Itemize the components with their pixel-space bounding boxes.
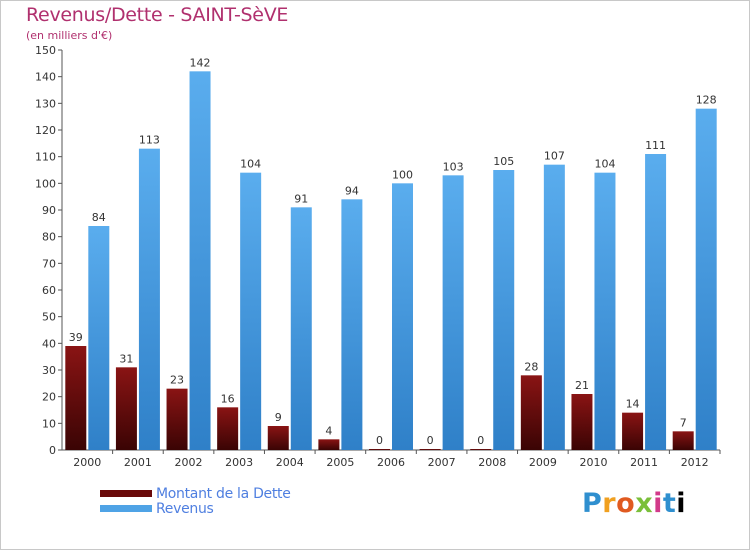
bar-dette <box>115 367 137 450</box>
data-label-revenus: 111 <box>645 139 666 152</box>
data-label-dette: 4 <box>325 424 332 437</box>
bar-revenus <box>645 154 667 450</box>
data-label-revenus: 128 <box>696 94 717 107</box>
bar-dette <box>470 449 492 450</box>
data-label-dette: 0 <box>427 434 434 447</box>
data-label-revenus: 105 <box>493 155 514 168</box>
y-tick-label: 80 <box>42 231 56 244</box>
y-tick-label: 120 <box>35 124 56 137</box>
y-tick-label: 50 <box>42 311 56 324</box>
bar-revenus <box>543 164 565 450</box>
data-label-revenus: 142 <box>190 56 211 69</box>
bar-revenus <box>695 108 717 451</box>
y-tick-label: 30 <box>42 364 56 377</box>
data-label-revenus: 113 <box>139 134 160 147</box>
x-tick-label: 2004 <box>276 456 304 469</box>
bar-dette <box>166 388 188 450</box>
data-label-revenus: 104 <box>594 158 615 171</box>
y-tick-label: 100 <box>35 177 56 190</box>
x-tick-label: 2006 <box>377 456 405 469</box>
x-tick-label: 2008 <box>478 456 506 469</box>
y-tick-label: 0 <box>49 444 56 457</box>
bar-revenus <box>189 71 211 450</box>
data-label-dette: 16 <box>221 392 235 405</box>
data-label-revenus: 107 <box>544 150 565 163</box>
bar-dette <box>267 426 289 450</box>
bar-dette <box>622 412 644 450</box>
chart-subtitle: (en milliers d'€) <box>26 29 113 42</box>
bar-dette <box>217 407 239 450</box>
x-tick-label: 2001 <box>124 456 152 469</box>
x-tick-label: 2002 <box>175 456 203 469</box>
chart-title: Revenus/Dette - SAINT-SèVE <box>26 4 289 26</box>
legend-label-revenus: Revenus <box>156 500 214 517</box>
x-tick-label: 2009 <box>529 456 557 469</box>
y-tick-label: 10 <box>42 417 56 430</box>
legend-item-revenus: Revenus <box>100 500 291 517</box>
data-label-dette: 14 <box>626 398 640 411</box>
y-tick-label: 20 <box>42 391 56 404</box>
y-tick-label: 60 <box>42 284 56 297</box>
data-label-revenus: 91 <box>294 192 308 205</box>
bar-revenus <box>240 172 262 450</box>
legend-label-dette: Montant de la Dette <box>156 485 291 502</box>
x-tick-label: 2005 <box>326 456 354 469</box>
x-tick-label: 2003 <box>225 456 253 469</box>
y-tick-label: 150 <box>35 44 56 57</box>
y-tick-label: 90 <box>42 204 56 217</box>
data-label-dette: 23 <box>170 374 184 387</box>
data-label-revenus: 94 <box>345 184 359 197</box>
bar-revenus <box>442 175 464 451</box>
bar-revenus <box>138 148 160 450</box>
legend-swatch-revenus <box>100 505 152 512</box>
y-tick-label: 110 <box>35 151 56 164</box>
legend-item-dette: Montant de la Dette <box>100 485 291 502</box>
data-label-revenus: 104 <box>240 158 261 171</box>
y-tick-label: 130 <box>35 97 56 110</box>
bar-dette <box>419 449 441 450</box>
bar-dette <box>672 431 694 450</box>
data-label-dette: 28 <box>524 360 538 373</box>
y-tick-label: 40 <box>42 337 56 350</box>
bar-revenus <box>392 183 413 451</box>
x-tick-label: 2007 <box>428 456 456 469</box>
data-label-revenus: 84 <box>92 211 106 224</box>
data-label-dette: 31 <box>119 352 133 365</box>
bar-dette <box>571 394 593 450</box>
data-label-dette: 9 <box>275 411 282 424</box>
bar-dette <box>369 449 390 450</box>
legend-swatch-dette <box>100 490 152 497</box>
bar-dette <box>318 439 340 450</box>
x-tick-label: 2000 <box>73 456 101 469</box>
bar-revenus <box>290 207 312 450</box>
bar-revenus <box>341 199 363 450</box>
y-tick-label: 140 <box>35 71 56 84</box>
data-label-dette: 21 <box>575 379 589 392</box>
data-label-dette: 0 <box>376 434 383 447</box>
data-label-dette: 0 <box>477 434 484 447</box>
data-label-revenus: 100 <box>392 168 413 181</box>
bar-dette <box>520 375 542 450</box>
data-label-dette: 7 <box>680 416 687 429</box>
bar-revenus <box>88 226 110 450</box>
proxiti-logo: Proxiti <box>582 488 687 519</box>
data-label-dette: 39 <box>69 331 83 344</box>
bar-revenus <box>594 172 616 450</box>
bar-revenus <box>493 170 515 450</box>
y-tick-label: 70 <box>42 257 56 270</box>
x-tick-label: 2010 <box>579 456 607 469</box>
x-tick-label: 2012 <box>681 456 709 469</box>
bar-dette <box>65 346 87 450</box>
data-label-revenus: 103 <box>443 160 464 173</box>
legend: Montant de la Dette Revenus <box>100 485 291 517</box>
x-tick-label: 2011 <box>630 456 658 469</box>
